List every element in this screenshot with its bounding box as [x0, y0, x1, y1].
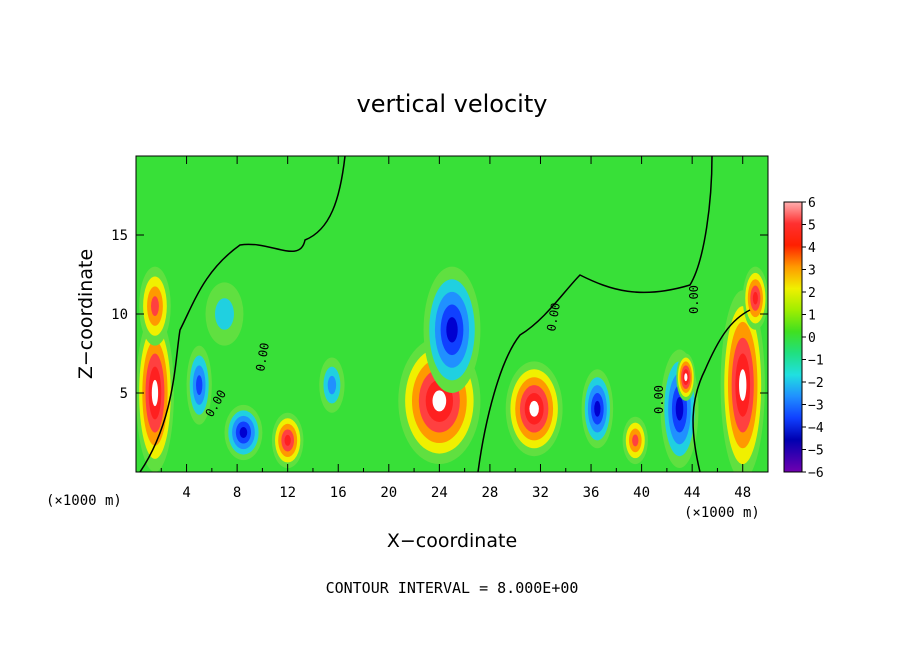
colorbar-tick-label-12: −6 — [808, 466, 824, 481]
x-tick-label-32: 32 — [532, 485, 549, 501]
velocity-cell-5-level-5 — [239, 426, 248, 439]
velocity-cell-7-level-3 — [327, 375, 337, 395]
velocity-cell-12-level-4 — [632, 434, 639, 447]
x-unit-left: (×1000 m) — [46, 493, 122, 509]
x-tick-label-24: 24 — [431, 485, 448, 501]
colorbar-tick-label-5: 1 — [808, 309, 816, 324]
contour-label-center: 0.00 — [544, 302, 563, 333]
x-tick-label-44: 44 — [684, 485, 701, 501]
x-tick-label-40: 40 — [633, 485, 650, 501]
x-tick-label-8: 8 — [233, 485, 241, 501]
x-tick-label-48: 48 — [734, 485, 751, 501]
velocity-cell-6-level-5 — [284, 434, 291, 446]
colorbar — [783, 201, 803, 473]
velocity-cell-16-level-5 — [752, 291, 758, 305]
contour-label-mid: 0.00 — [253, 342, 272, 373]
x-tick-label-20: 20 — [380, 485, 397, 501]
colorbar-tick-label-0: 6 — [808, 196, 816, 211]
zero-contour-lines — [139, 156, 751, 472]
x-tick-label-28: 28 — [481, 485, 498, 501]
x-unit-right: (×1000 m) — [684, 505, 760, 521]
colorbar-tick-label-8: −2 — [808, 376, 824, 391]
colorbar-tick-label-9: −3 — [808, 399, 824, 414]
zero-contour-line-center — [477, 156, 713, 472]
colorbar-tick-label-3: 3 — [808, 264, 816, 279]
x-tick-label-36: 36 — [583, 485, 600, 501]
velocity-cell-3-level-4 — [196, 375, 203, 395]
contour-label-top-right: 0.00 — [687, 285, 701, 314]
colorbar-tick-label-4: 2 — [808, 286, 816, 301]
colorbar-tick-label-2: 4 — [808, 241, 816, 256]
x-tick-label-12: 12 — [279, 485, 296, 501]
x-tick-label-4: 4 — [182, 485, 190, 501]
colorbar-tick-label-6: 0 — [808, 331, 816, 346]
y-tick-label-5: 5 — [120, 386, 128, 402]
velocity-cell-9-level-5 — [446, 317, 458, 343]
velocity-cell-2-level-4 — [151, 296, 159, 316]
zero-contour-line-left — [139, 156, 346, 472]
chart-title: vertical velocity — [357, 90, 548, 118]
velocity-cell-13-level-5 — [675, 396, 684, 421]
y-axis-label: Z−coordinate — [75, 249, 97, 379]
colorbar-tick-label-1: 5 — [808, 219, 816, 234]
colorbar-tick-label-7: −1 — [808, 354, 824, 369]
velocity-cell-1-level-6 — [151, 379, 159, 407]
velocity-cell-10-level-6 — [529, 400, 539, 417]
velocity-cell-15-level-6 — [739, 369, 747, 401]
velocity-cell-11-level-5 — [594, 400, 601, 417]
y-tick-label-15: 15 — [111, 228, 128, 244]
velocity-field — [136, 266, 768, 472]
velocity-cell-14-level-6 — [684, 373, 688, 382]
contour-interval-note: CONTOUR INTERVAL = 8.000E+00 — [326, 579, 579, 597]
colorbar-tick-label-11: −5 — [808, 444, 824, 459]
colorbar-tick-label-10: −4 — [808, 421, 824, 436]
x-axis-label: X−coordinate — [387, 530, 517, 552]
zero-contour-line-right — [692, 309, 751, 472]
y-tick-label-10: 10 — [111, 307, 128, 323]
velocity-cell-4-level-2 — [215, 298, 234, 330]
x-tick-label-16: 16 — [330, 485, 347, 501]
velocity-cell-8-level-6 — [432, 390, 447, 412]
colorbar-ticks: 6 5 4 3 2 1 0 −1 −2 −3 −4 −5 −6 — [802, 196, 824, 481]
contour-label-right: 0.00 — [652, 385, 666, 414]
